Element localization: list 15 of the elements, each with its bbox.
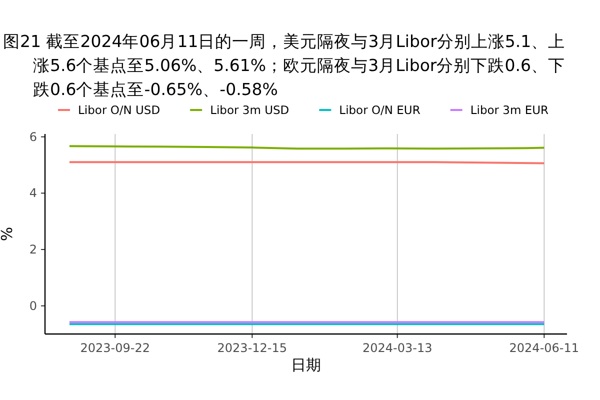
x-tick-label: 2024-03-13: [362, 341, 432, 355]
legend-label: Libor 3m USD: [210, 103, 290, 117]
legend-label: Libor O/N USD: [78, 103, 160, 117]
y-tick-label: 2: [29, 242, 37, 256]
x-tick-label: 2023-12-15: [217, 341, 288, 355]
chart-title: 图21 截至2024年06月11日的一周，美元隔夜与3月Libor分别上涨5.1、上涨5.6个基点至5.06%、5.61%；欧元隔夜与3月Libor分别下跌0.6、下跌0.6个基点至-0.65%、-0.58%: [3, 31, 566, 101]
x-tick-label: 2024-06-11: [509, 341, 580, 355]
x-tick-label: 2023-09-22: [80, 341, 150, 355]
y-tick-label: 0: [29, 298, 37, 313]
legend-label: Libor O/N EUR: [339, 103, 420, 117]
y-tick-label: 4: [29, 186, 37, 200]
x-axis-title: 日期: [291, 356, 321, 374]
legend-label: Libor 3m EUR: [470, 103, 549, 117]
y-tick-label: 6: [29, 130, 37, 144]
y-axis-title: %: [0, 226, 16, 242]
